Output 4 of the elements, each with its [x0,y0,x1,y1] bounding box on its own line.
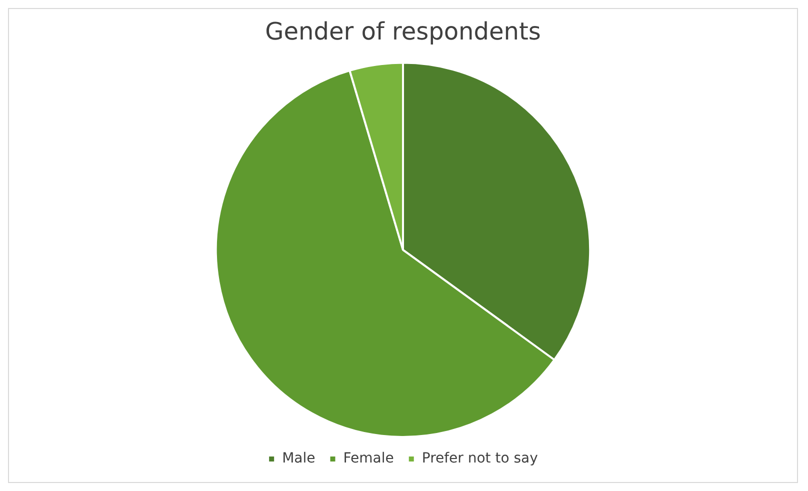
legend-label: Female [343,450,394,467]
chart-title: Gender of respondents [265,18,541,46]
legend-label: Male [282,450,316,467]
legend-label: Prefer not to say [422,450,538,467]
